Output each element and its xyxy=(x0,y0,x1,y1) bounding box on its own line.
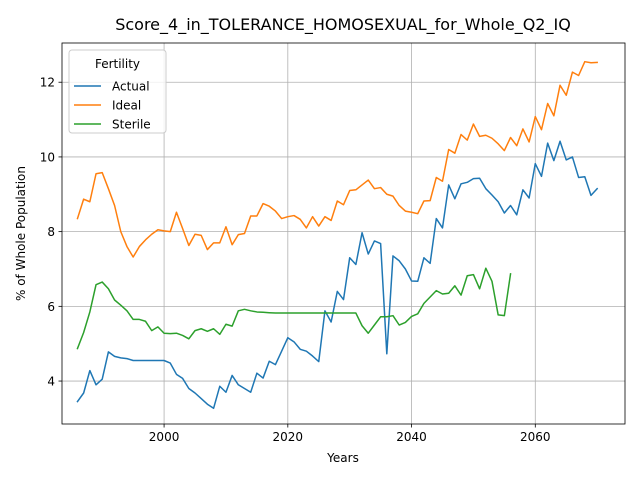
x-tick-label: 2020 xyxy=(273,430,304,444)
series-line-sterile xyxy=(76,267,512,350)
legend-items: Actual Ideal Sterile xyxy=(74,80,151,132)
legend-box xyxy=(68,49,167,134)
y-tick-label: 8 xyxy=(47,225,55,239)
x-tick-label: 2000 xyxy=(149,430,180,444)
x-tick-label: 2060 xyxy=(520,430,551,444)
x-tick-label: 2040 xyxy=(396,430,427,444)
y-tick-label: 12 xyxy=(40,76,55,90)
legend-label-ideal: Ideal xyxy=(112,99,141,113)
series-layer xyxy=(76,60,599,410)
legend: Fertility Actual Ideal Sterile xyxy=(68,49,167,134)
legend-label-actual: Actual xyxy=(112,80,150,94)
y-tick-label: 10 xyxy=(40,150,55,164)
legend-label-sterile: Sterile xyxy=(112,118,151,132)
y-tick-label: 6 xyxy=(47,300,55,314)
series-line-ideal xyxy=(76,60,598,258)
plot-frame xyxy=(61,42,626,425)
legend-title: Fertility xyxy=(95,57,140,71)
axis-ticks: 2000 2020 2040 2060 4 6 8 10 12 xyxy=(40,76,551,444)
x-axis-label: Years xyxy=(326,451,359,465)
chart-title: Score_4_in_TOLERANCE_HOMOSEXUAL_for_Whol… xyxy=(115,15,571,35)
series-line-actual xyxy=(76,140,599,410)
y-axis-label: % of Whole Population xyxy=(14,166,28,301)
grid xyxy=(62,43,625,424)
y-tick-label: 4 xyxy=(47,375,55,389)
